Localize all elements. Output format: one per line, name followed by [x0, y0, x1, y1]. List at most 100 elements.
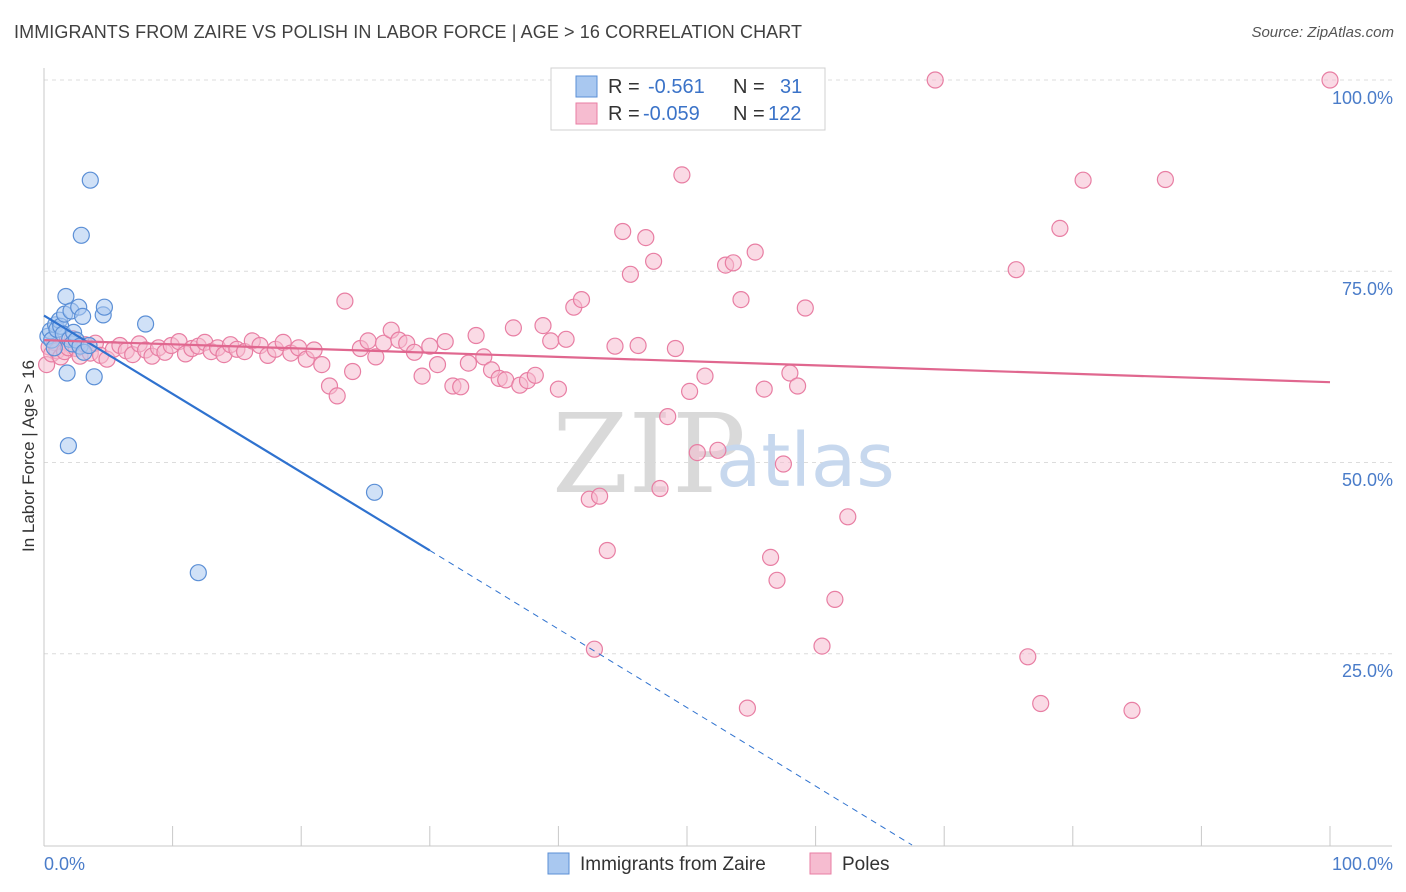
zaire-point	[95, 298, 114, 316]
poles-point	[534, 317, 552, 335]
poles-point	[585, 640, 604, 658]
poles-trend-line	[43, 339, 1331, 384]
legend-box: R = -0.561 N = 31 R = -0.059 N = 122	[550, 67, 826, 131]
poles-point	[504, 319, 523, 337]
zaire-point	[365, 483, 384, 501]
poles-point	[359, 332, 377, 350]
zaire-trend-line	[43, 314, 431, 552]
legend-r-label-1: R =	[608, 76, 640, 98]
y-tick-label-25: 25.0%	[1342, 661, 1393, 681]
poles-point	[336, 292, 354, 310]
poles-point	[724, 254, 742, 272]
poles-point	[428, 356, 447, 374]
poles-point	[839, 508, 857, 526]
watermark-atlas: atlas	[716, 418, 895, 504]
poles-point	[659, 408, 677, 426]
bottom-legend-label-zaire: Immigrants from Zaire	[580, 854, 766, 875]
zaire-point	[85, 368, 103, 386]
poles-point	[1156, 170, 1175, 189]
bottom-legend: Immigrants from Zaire Poles	[547, 852, 890, 875]
poles-point	[313, 356, 331, 374]
legend-swatch-poles	[575, 102, 598, 125]
poles-point	[1019, 648, 1037, 666]
poles-point	[688, 444, 706, 462]
poles-point	[788, 377, 807, 395]
poles-point	[413, 367, 431, 385]
zaire-point	[189, 564, 207, 582]
poles-point	[1074, 171, 1092, 189]
poles-point	[542, 332, 560, 350]
poles-point	[1123, 701, 1141, 720]
poles-point	[1321, 71, 1339, 89]
poles-point	[467, 326, 485, 345]
poles-point	[926, 71, 944, 89]
poles-point	[452, 378, 470, 396]
poles-point	[367, 348, 385, 366]
poles-points	[37, 71, 1339, 720]
poles-point	[637, 229, 655, 247]
x-tick-label-max: 100.0%	[1332, 854, 1393, 874]
trend-lines	[43, 314, 1331, 846]
poles-point	[673, 166, 691, 184]
poles-point	[738, 699, 757, 717]
legend-n-label-2: N =	[733, 103, 765, 125]
y-tick-label-50: 50.0%	[1342, 470, 1393, 490]
poles-point	[1051, 219, 1069, 237]
zaire-point	[58, 364, 76, 382]
poles-point	[796, 299, 814, 317]
zaire-point	[45, 339, 63, 357]
zaire-point	[137, 315, 155, 333]
y-tick-label-75: 75.0%	[1342, 279, 1393, 299]
poles-point	[629, 336, 647, 355]
x-axis-ticks	[172, 826, 1331, 846]
bottom-legend-label-poles: Poles	[842, 854, 890, 875]
poles-point	[549, 380, 568, 398]
poles-point	[475, 348, 493, 366]
poles-point	[1032, 694, 1050, 713]
poles-point	[709, 441, 727, 459]
legend-n-label-1: N =	[733, 76, 765, 98]
bottom-legend-swatch-zaire	[547, 852, 570, 875]
poles-point	[732, 291, 750, 309]
poles-point	[328, 387, 346, 405]
poles-point	[696, 367, 714, 385]
zaire-point	[72, 226, 90, 244]
poles-point	[436, 333, 454, 351]
bottom-legend-swatch-poles	[809, 852, 832, 875]
legend-n-value-1: 31	[780, 76, 802, 98]
zaire-point	[73, 307, 92, 325]
poles-point	[774, 455, 793, 473]
poles-point	[459, 354, 477, 372]
poles-point	[590, 487, 609, 505]
poles-point	[606, 337, 624, 355]
poles-point	[761, 548, 780, 567]
zaire-point	[59, 437, 78, 455]
poles-point	[614, 222, 632, 241]
legend-r-value-1: -0.561	[648, 76, 705, 98]
poles-point	[680, 382, 699, 400]
legend-r-label-2: R =	[608, 103, 640, 125]
y-tick-label-100: 100.0%	[1332, 88, 1393, 108]
poles-point	[768, 571, 786, 589]
poles-point	[826, 590, 844, 609]
poles-point	[746, 243, 764, 261]
poles-point	[572, 291, 591, 309]
legend-n-value-2: 122	[768, 103, 801, 125]
poles-point	[557, 330, 575, 348]
legend-r-value-2: -0.059	[643, 103, 700, 125]
source-label: Source: ZipAtlas.com	[1251, 24, 1394, 41]
poles-point	[666, 339, 685, 358]
poles-point	[421, 337, 439, 355]
poles-point	[344, 362, 362, 381]
poles-point	[526, 366, 544, 384]
x-tick-label-min: 0.0%	[44, 854, 85, 874]
poles-point	[1007, 261, 1025, 279]
gridlines	[44, 79, 1392, 655]
poles-point	[621, 265, 640, 283]
chart-title: IMMIGRANTS FROM ZAIRE VS POLISH IN LABOR…	[14, 22, 803, 42]
poles-point	[755, 380, 773, 398]
legend-swatch-zaire	[575, 75, 598, 98]
y-axis-label: In Labor Force | Age > 16	[19, 360, 38, 552]
zaire-point	[57, 287, 75, 306]
